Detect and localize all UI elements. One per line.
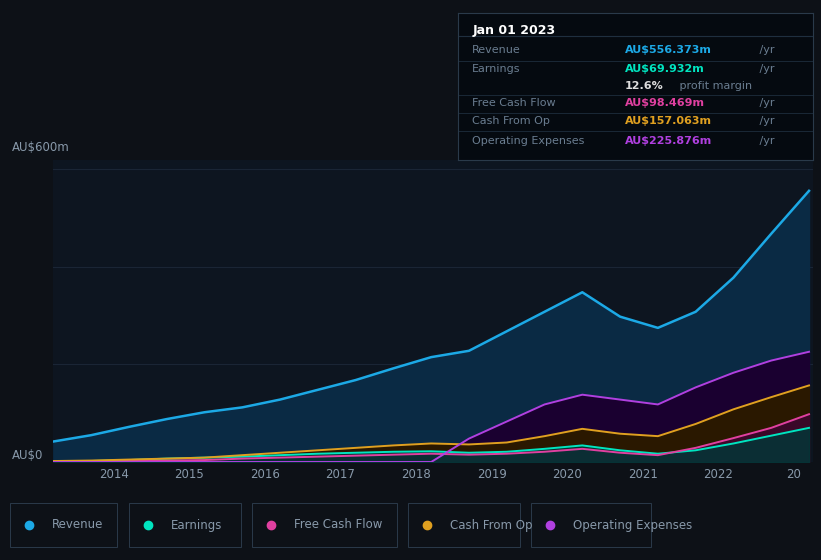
- Text: AU$600m: AU$600m: [11, 141, 69, 153]
- Text: 12.6%: 12.6%: [625, 81, 663, 91]
- Text: AU$556.373m: AU$556.373m: [625, 45, 712, 55]
- Text: Free Cash Flow: Free Cash Flow: [472, 98, 556, 108]
- Text: /yr: /yr: [756, 136, 774, 146]
- Text: Free Cash Flow: Free Cash Flow: [294, 519, 383, 531]
- Text: /yr: /yr: [756, 98, 774, 108]
- Text: Cash From Op: Cash From Op: [472, 116, 550, 125]
- Text: /yr: /yr: [756, 45, 774, 55]
- Text: Jan 01 2023: Jan 01 2023: [472, 24, 556, 37]
- Text: Revenue: Revenue: [472, 45, 521, 55]
- Text: Cash From Op: Cash From Op: [450, 519, 532, 531]
- Text: Revenue: Revenue: [52, 519, 103, 531]
- Text: AU$69.932m: AU$69.932m: [625, 64, 704, 74]
- Text: Operating Expenses: Operating Expenses: [573, 519, 692, 531]
- Text: Earnings: Earnings: [171, 519, 222, 531]
- Text: /yr: /yr: [756, 116, 774, 125]
- Text: profit margin: profit margin: [677, 81, 752, 91]
- Text: AU$0: AU$0: [11, 449, 43, 462]
- Text: AU$98.469m: AU$98.469m: [625, 98, 704, 108]
- Text: AU$157.063m: AU$157.063m: [625, 116, 712, 125]
- Text: /yr: /yr: [756, 64, 774, 74]
- Text: AU$225.876m: AU$225.876m: [625, 136, 712, 146]
- Text: Operating Expenses: Operating Expenses: [472, 136, 585, 146]
- Text: Earnings: Earnings: [472, 64, 521, 74]
